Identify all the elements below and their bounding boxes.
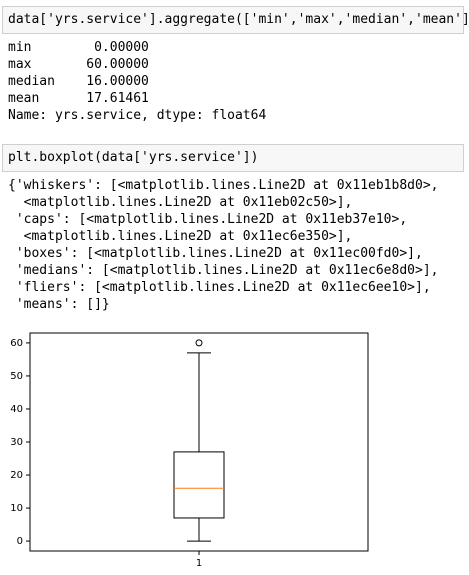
code-cell[interactable]	[2, 6, 464, 34]
output-line: 'boxes': [<matplotlib.lines.Line2D at 0x…	[8, 246, 423, 261]
y-tick-label: 50	[10, 371, 23, 382]
output-line: 'fliers': [<matplotlib.lines.Line2D at 0…	[8, 280, 431, 295]
output-line: 'caps': [<matplotlib.lines.Line2D at 0x1…	[8, 212, 408, 227]
box	[173, 451, 225, 519]
output-line: 'means': []}	[8, 297, 110, 312]
y-tick-label: 10	[10, 503, 23, 514]
code-input: data['yrs.service'].aggregate(['min','ma…	[8, 12, 469, 27]
output-line: 'medians': [<matplotlib.lines.Line2D at …	[8, 263, 439, 278]
y-tick-label: 40	[10, 404, 23, 415]
output-line: mean 17.61461	[8, 91, 149, 106]
output-line: median 16.00000	[8, 74, 149, 89]
y-tick-label: 60	[10, 338, 23, 349]
output-line: max 60.00000	[8, 57, 149, 72]
y-tick-label: 0	[17, 536, 23, 547]
y-tick-label: 30	[10, 437, 23, 448]
output-line: min 0.00000	[8, 40, 149, 55]
code-cell[interactable]	[2, 144, 464, 172]
output-line: Name: yrs.service, dtype: float64	[8, 108, 267, 123]
x-tick-label: 1	[196, 558, 202, 569]
code-input: plt.boxplot(data['yrs.service'])	[8, 150, 259, 165]
output-line: {'whiskers': [<matplotlib.lines.Line2D a…	[8, 178, 439, 193]
flier	[195, 339, 203, 347]
output-line: <matplotlib.lines.Line2D at 0x11eb02c50>…	[8, 195, 353, 210]
boxplot: 0 10 20 30 40 50 60 1	[10, 332, 369, 569]
output-line: <matplotlib.lines.Line2D at 0x11ec6e350>…	[8, 229, 353, 244]
y-tick-label: 20	[10, 470, 23, 481]
